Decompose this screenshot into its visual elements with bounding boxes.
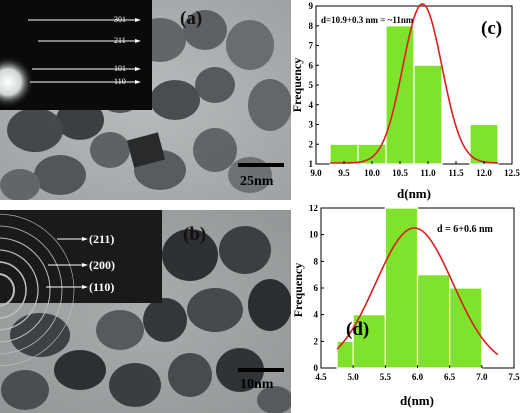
x-tick-label: 12.5 [504, 168, 520, 178]
y-tick-label: 9 [309, 1, 314, 11]
y-tick-label: 8 [314, 256, 319, 266]
y-axis-ticks: 1 2 3 4 5 6 7 8 9 [309, 1, 319, 169]
x-tick-label: 5.5 [380, 372, 392, 382]
saed-ring-label: (110) [89, 280, 114, 294]
scale-bar-label-a: 25nm [240, 174, 274, 189]
histogram-bar [416, 274, 451, 369]
scale-bar-label-b: 10nm [240, 377, 274, 392]
y-tick-label: 10 [309, 230, 319, 240]
histogram-d: 4.5 5.0 5.5 6.0 6.5 7.0 7.5 0 2 4 6 8 10 12 d = 6+0.… [291, 205, 520, 408]
y-tick-label: 4 [314, 310, 319, 320]
x-axis-ticks: 4.5 5.0 5.5 6.0 6.5 7.0 7.5 [315, 365, 520, 382]
x-tick-label: 6.0 [412, 372, 424, 382]
histogram-bar [413, 64, 443, 165]
x-tick-label: 6.5 [444, 372, 456, 382]
panel-label-a: (a) [180, 8, 202, 29]
y-tick-label: 2 [314, 336, 319, 346]
gaussian-fit-curve [336, 227, 499, 356]
x-tick-label: 5.0 [348, 372, 360, 382]
histogram-bar [469, 123, 499, 165]
histogram-bar [384, 207, 419, 369]
x-axis-label: d(nm) [400, 393, 434, 408]
y-tick-label: 4 [309, 100, 314, 110]
histogram-bars [329, 25, 499, 165]
gaussian-fit-curve [330, 3, 498, 164]
histogram-bar [385, 25, 415, 165]
saed-ring-label: 110 [114, 77, 126, 86]
y-axis-ticks: 0 2 4 6 8 10 12 [309, 205, 324, 373]
histogram-bar [449, 287, 483, 369]
saed-ring-label: (211) [89, 232, 114, 246]
scale-bar-a [238, 163, 284, 167]
y-tick-label: 0 [314, 363, 319, 373]
scale-bar-b [238, 368, 284, 372]
annotation: d = 6+0.6 nm [437, 224, 494, 235]
saed-ring-label: 211 [114, 36, 126, 45]
x-axis-ticks: 9.0 9.5 10.0 10.5 11.0 11.5 12.0 12.5 [310, 161, 520, 178]
y-tick-label: 5 [309, 80, 314, 90]
y-axis-label: Frequency [291, 58, 304, 112]
saed-ring-label: 301 [114, 15, 126, 24]
saed-ring-label: (200) [89, 258, 115, 272]
y-tick-label: 7 [309, 41, 314, 51]
tem-image-b: (211) (200) (110) (b) 10nm [0, 210, 291, 413]
panel-label-c: (c) [481, 18, 502, 39]
y-axis-label: Frequency [291, 263, 305, 317]
histogram-c: 9.0 9.5 10.0 10.5 11.0 11.5 12.0 12.5 1 2 3 4 5 6 7 8 9… [291, 1, 520, 201]
y-tick-label: 2 [309, 139, 314, 149]
annotation: d=10.9+0.3 nm = ~11nm [321, 15, 414, 25]
x-tick-label: 4.5 [315, 372, 327, 382]
x-tick-label: 10.0 [364, 168, 380, 178]
tem-image-a: 301 211 101 110 (a) 25nm [0, 0, 291, 200]
x-tick-label: 9.5 [338, 168, 350, 178]
x-tick-label: 7.5 [508, 372, 520, 382]
y-tick-label: 3 [309, 120, 314, 130]
x-tick-label: 11.5 [448, 168, 464, 178]
saed-inset-a: 301 211 101 110 [0, 0, 152, 110]
x-tick-label: 7.0 [476, 372, 488, 382]
x-axis-label: d(nm) [397, 186, 431, 201]
saed-inset-b: (211) (200) (110) [0, 210, 162, 367]
histogram-bars [336, 207, 483, 369]
x-tick-label: 9.0 [310, 168, 322, 178]
panel-label-b: (b) [183, 224, 206, 245]
x-tick-label: 10.5 [392, 168, 408, 178]
panel-label-d: (d) [346, 319, 369, 340]
histogram-bar [336, 340, 354, 369]
y-tick-label: 12 [309, 205, 319, 213]
y-tick-label: 6 [314, 283, 319, 293]
nanoparticles [1, 226, 291, 413]
saed-ring-label: 101 [114, 64, 126, 73]
x-tick-label: 12.0 [476, 168, 492, 178]
y-tick-label: 6 [309, 60, 314, 70]
y-tick-label: 8 [309, 21, 314, 31]
y-tick-label: 1 [309, 159, 314, 169]
x-tick-label: 11.0 [420, 168, 436, 178]
